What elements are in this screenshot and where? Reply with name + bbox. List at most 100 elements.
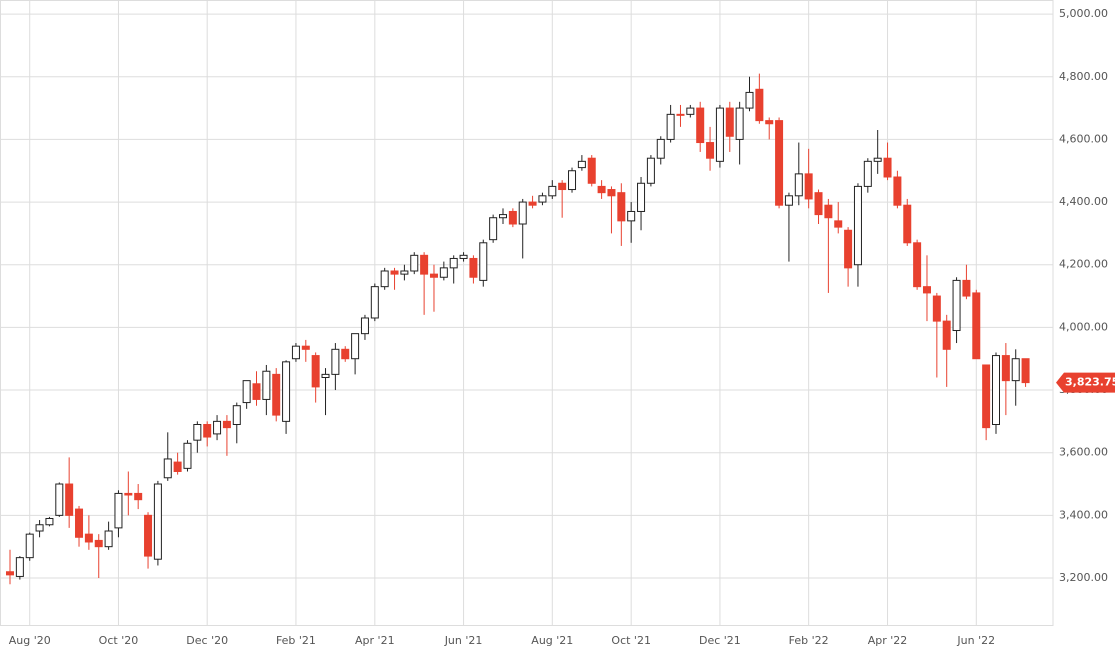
candle-body: [883, 157, 892, 178]
y-tick-label: 3,600.00: [1059, 446, 1108, 459]
x-tick-label: Jun '21: [444, 634, 483, 647]
candle-body: [607, 189, 616, 197]
candle-body: [370, 286, 379, 319]
candle-body: [469, 257, 478, 278]
candle-body: [439, 267, 448, 278]
candle-body: [390, 270, 399, 275]
candle-body: [834, 220, 843, 228]
candle-body: [341, 348, 350, 360]
candle-body: [6, 571, 14, 576]
candle-body: [45, 517, 54, 526]
x-tick-label: Oct '20: [99, 634, 139, 647]
candle-body: [222, 420, 231, 429]
candle-body: [962, 279, 971, 297]
candle-body: [94, 539, 103, 548]
candle-body: [291, 345, 300, 360]
candle-body: [25, 533, 34, 559]
candle-body: [35, 524, 44, 532]
candle-body: [144, 514, 153, 557]
x-tick-label: Aug '21: [531, 634, 573, 647]
candle-body: [282, 361, 291, 422]
candle-body: [272, 373, 281, 416]
candle-body: [558, 182, 567, 191]
candle-body: [814, 192, 823, 216]
y-tick-label: 4,200.00: [1059, 258, 1108, 271]
candle-body: [351, 333, 360, 360]
candle-body: [173, 461, 182, 472]
candle-body: [232, 405, 241, 425]
x-tick-label: Feb '22: [789, 634, 829, 647]
candle-body: [745, 91, 754, 109]
candle-body: [134, 492, 143, 501]
candle-body: [55, 483, 64, 516]
candle-body: [863, 160, 872, 187]
candle-body: [568, 170, 577, 191]
candle-body: [301, 345, 310, 350]
candle-body: [873, 157, 882, 162]
candle-body: [637, 182, 646, 212]
candle-body: [311, 355, 320, 388]
candle-body: [952, 279, 961, 332]
y-tick-label: 4,600.00: [1059, 132, 1108, 145]
candle-body: [252, 383, 261, 400]
candle-body: [982, 364, 991, 429]
candle-body: [765, 120, 774, 125]
candle-body: [992, 355, 1000, 425]
candle-body: [104, 530, 113, 548]
candle-body: [499, 214, 507, 219]
plot-border: [0, 0, 1054, 626]
candle-body: [163, 458, 172, 479]
candle-body: [360, 317, 369, 335]
candle-body: [528, 201, 537, 206]
candle-body: [65, 483, 74, 516]
candle-body: [844, 229, 853, 269]
candle-body: [676, 113, 685, 116]
candle-body: [489, 217, 498, 241]
candle-body: [706, 142, 715, 159]
candle-body: [242, 380, 251, 404]
candle-body: [646, 157, 655, 184]
last-price-tag: [1056, 372, 1115, 393]
candle-body: [903, 204, 912, 244]
candle-body: [922, 286, 931, 294]
candle-body: [538, 195, 547, 203]
candle-body: [331, 348, 340, 375]
candle-body: [1001, 355, 1010, 382]
candle-body: [429, 273, 438, 278]
y-tick-label: 4,400.00: [1059, 195, 1108, 208]
candle-body: [410, 254, 419, 272]
candle-body: [449, 257, 458, 269]
y-tick-label: 4,800.00: [1059, 70, 1108, 83]
candle-body: [853, 185, 862, 266]
candle-body: [203, 423, 212, 438]
candle-body: [321, 373, 330, 379]
candle-body: [84, 533, 93, 543]
candle-body: [597, 185, 606, 194]
candle-body: [715, 107, 724, 162]
last-price-label: 3,823.75: [1065, 376, 1115, 389]
candle-body: [459, 254, 468, 259]
candle-body: [380, 270, 389, 288]
x-tick-label: Aug '20: [9, 634, 51, 647]
candle-body: [15, 557, 24, 577]
candle-body: [735, 107, 744, 140]
candle-body: [686, 107, 695, 115]
candle-body: [479, 242, 488, 281]
candle-body: [75, 508, 84, 538]
x-tick-label: Feb '21: [276, 634, 316, 647]
candle-body: [153, 483, 162, 560]
candle-body: [400, 270, 409, 275]
candle-body: [587, 157, 596, 184]
candle-body: [666, 113, 675, 140]
candle-body: [656, 138, 665, 159]
candle-body: [617, 192, 626, 222]
candle-body: [262, 370, 271, 400]
candle-body: [755, 88, 764, 122]
candle-body: [124, 492, 133, 496]
y-tick-label: 3,400.00: [1059, 508, 1108, 521]
candle-body: [213, 420, 222, 435]
x-tick-label: Jun '22: [956, 634, 995, 647]
candle-body: [794, 173, 803, 197]
